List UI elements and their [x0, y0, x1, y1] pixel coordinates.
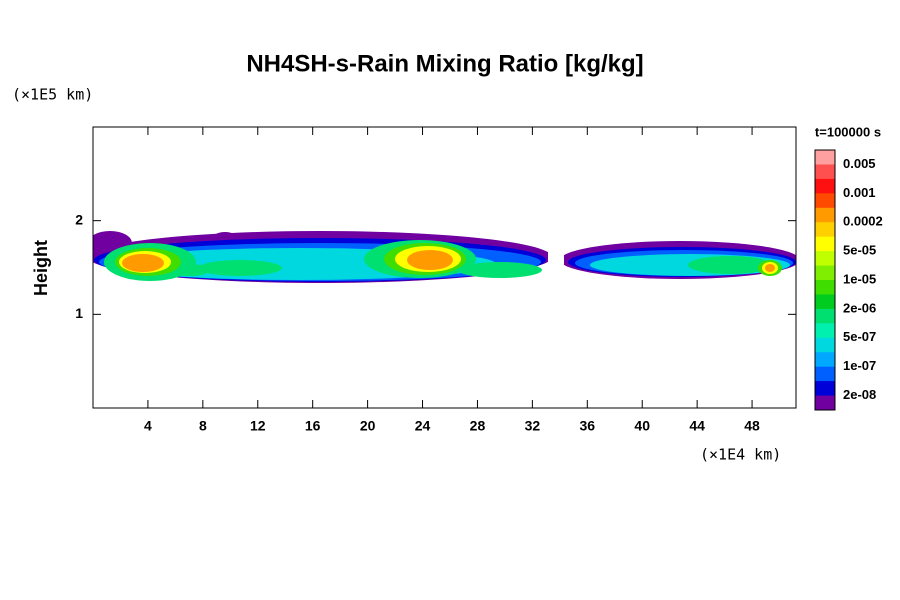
colorbar-swatch — [815, 236, 835, 252]
contour-region — [122, 254, 164, 272]
colorbar-swatch — [815, 280, 835, 295]
x-tick-label: 12 — [250, 418, 266, 434]
colorbar-label: 5e-07 — [843, 329, 876, 344]
colorbar-swatch — [815, 222, 835, 238]
colorbar-swatch — [815, 251, 835, 267]
colorbar-swatch — [815, 366, 835, 382]
colorbar-label: 1e-07 — [843, 358, 876, 373]
colorbar-swatch — [815, 352, 835, 368]
x-tick-label: 32 — [525, 418, 541, 434]
colorbar-swatch — [815, 323, 835, 339]
contour-region — [458, 262, 542, 278]
colorbar-label: 5e-05 — [843, 243, 876, 258]
colorbar-swatch — [815, 308, 835, 324]
y-tick-label: 2 — [75, 211, 83, 227]
colorbar-swatch — [815, 395, 835, 411]
colorbar-swatch — [815, 150, 835, 165]
chart-title: NH4SH-s-Rain Mixing Ratio [kg/kg] — [246, 50, 643, 77]
y-tick-label: 1 — [75, 305, 83, 321]
colorbar-label: 0.005 — [843, 156, 876, 171]
colorbar-label: 1e-05 — [843, 271, 876, 286]
x-tick-label: 36 — [580, 418, 596, 434]
contour-region — [407, 250, 453, 270]
colorbar-label: 0.0002 — [843, 214, 883, 229]
y-unit: (×1E5 km) — [12, 86, 93, 104]
colorbar-swatch — [815, 337, 835, 353]
contour-region — [765, 264, 775, 272]
colorbar-swatch — [815, 164, 835, 180]
x-tick-label: 40 — [634, 418, 650, 434]
time-label: t=100000 s — [815, 124, 881, 139]
x-tick-label: 4 — [144, 418, 152, 434]
colorbar-label: 0.001 — [843, 185, 876, 200]
x-tick-label: 20 — [360, 418, 376, 434]
colorbar-swatch — [815, 294, 835, 310]
x-unit: (×1E4 km) — [700, 446, 781, 464]
plot-frame — [92, 126, 797, 409]
colorbar-frame — [814, 149, 836, 411]
x-tick-label: 44 — [689, 418, 705, 434]
colorbar-swatch — [815, 381, 835, 397]
contour-region — [170, 264, 210, 276]
x-tick-label: 8 — [199, 418, 207, 434]
contour-region — [198, 260, 282, 276]
x-tick-label: 24 — [415, 418, 431, 434]
contour-gap — [548, 225, 564, 295]
y-axis-label: Height — [31, 240, 51, 296]
colorbar-swatch — [815, 265, 835, 281]
x-tick-label: 16 — [305, 418, 321, 434]
colorbar-label: 2e-08 — [843, 387, 876, 402]
x-tick-label: 48 — [744, 418, 760, 434]
colorbar-swatch — [815, 178, 835, 194]
colorbar-swatch — [815, 193, 835, 209]
contour-field — [93, 225, 796, 295]
colorbar-swatch — [815, 207, 835, 223]
x-tick-label: 28 — [470, 418, 486, 434]
contour-region — [688, 256, 772, 274]
colorbar-label: 2e-06 — [843, 300, 876, 315]
